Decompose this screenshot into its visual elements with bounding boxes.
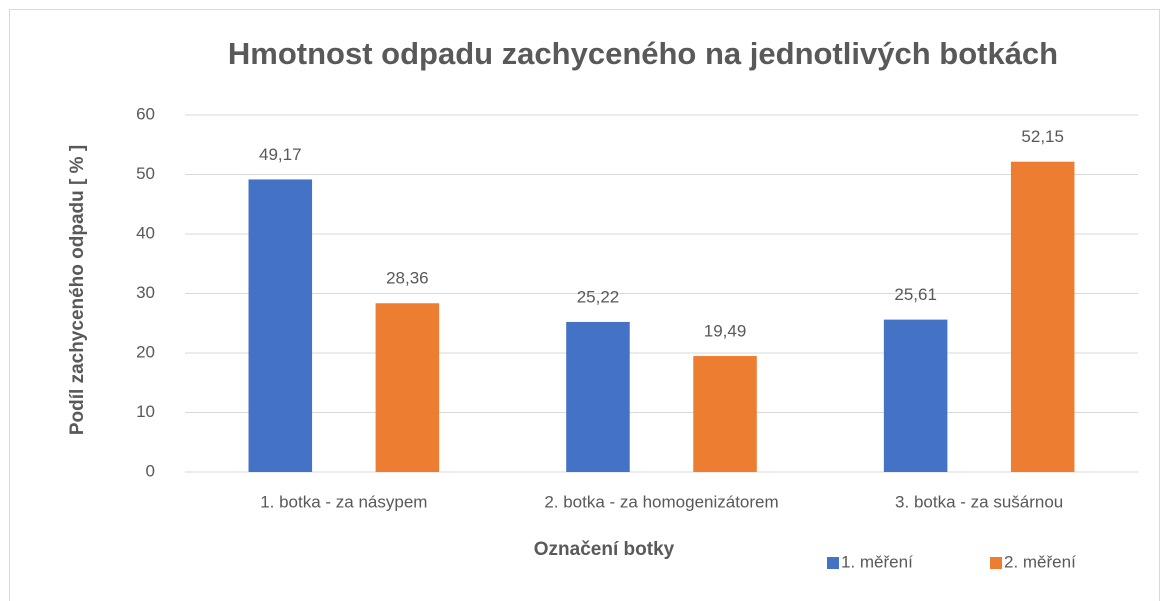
bar	[693, 356, 757, 472]
data-label: 49,17	[259, 145, 302, 164]
data-label: 25,22	[577, 287, 620, 306]
y-tick-label: 0	[146, 461, 155, 480]
data-label: 19,49	[704, 322, 747, 341]
data-label: 28,36	[386, 269, 429, 288]
x-tick-label: 3. botka - za sušárnou	[895, 492, 1063, 511]
bar	[566, 321, 630, 472]
x-tick-label: 2. botka - za homogenizátorem	[544, 492, 778, 511]
legend-swatch	[990, 557, 1002, 569]
bar	[883, 319, 948, 472]
y-axis-label: Podíl zachyceného odpadu [ % ]	[67, 145, 88, 435]
chart-border	[9, 9, 1160, 601]
y-tick-label: 10	[136, 402, 155, 421]
bar	[375, 303, 440, 472]
chart-title: Hmotnost odpadu zachyceného na jednotliv…	[228, 36, 1058, 71]
x-tick-label: 1. botka - za násypem	[260, 492, 427, 511]
data-label: 52,15	[1021, 127, 1064, 146]
x-axis-label: Označení botky	[534, 539, 675, 560]
bar	[1010, 161, 1075, 472]
bar	[248, 179, 313, 472]
legend-label: 2. měření	[1004, 552, 1076, 571]
y-tick-label: 50	[136, 164, 155, 183]
legend-swatch	[827, 557, 839, 569]
legend-label: 1. měření	[841, 552, 913, 571]
y-tick-label: 60	[136, 104, 155, 123]
y-tick-label: 20	[136, 342, 155, 361]
data-label: 25,61	[894, 285, 937, 304]
y-tick-label: 30	[136, 283, 155, 302]
y-tick-label: 40	[136, 223, 155, 242]
